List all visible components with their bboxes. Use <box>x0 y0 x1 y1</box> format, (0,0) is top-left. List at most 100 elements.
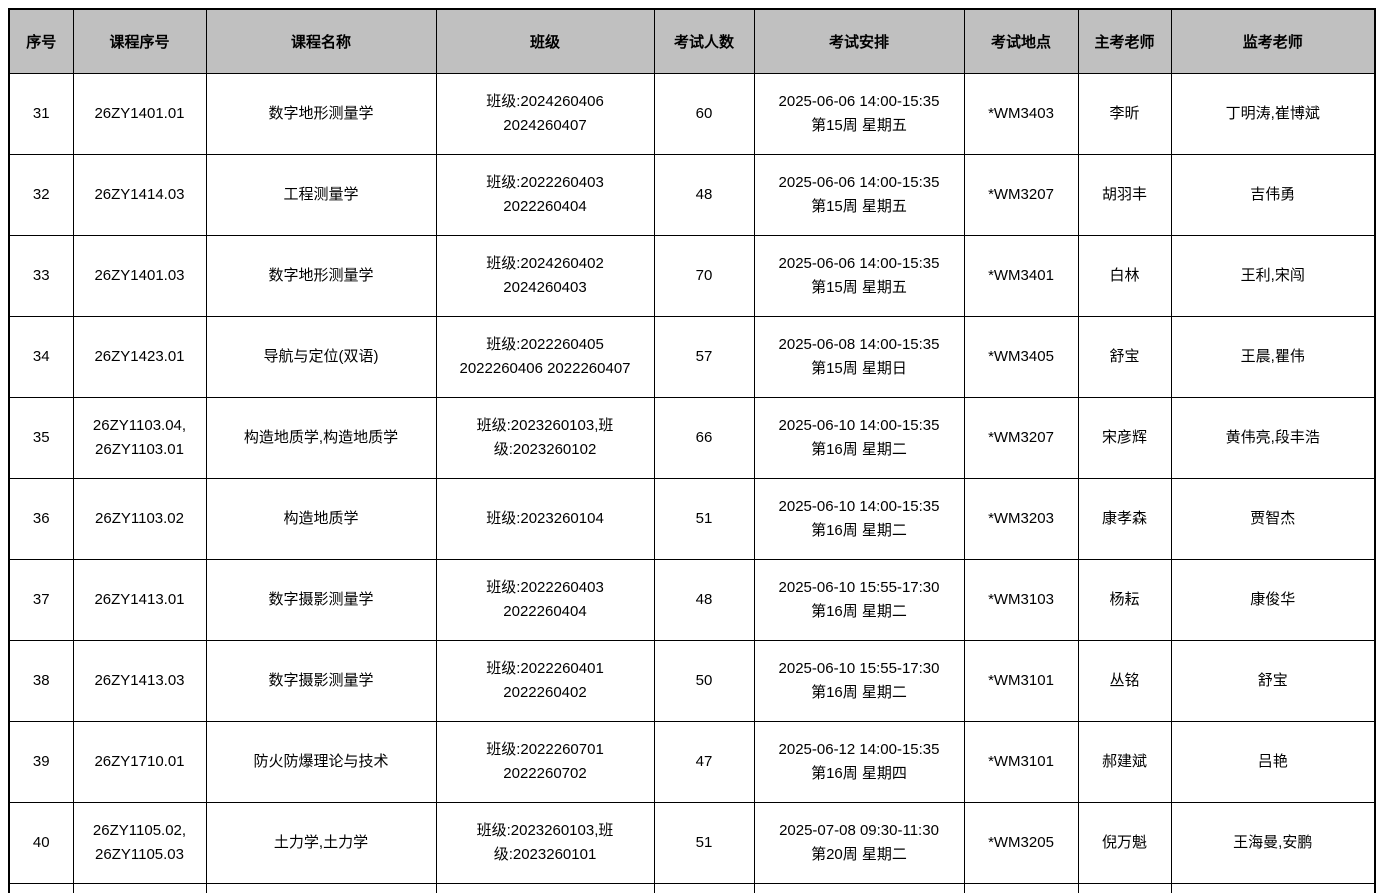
cell-course_name: 工程测量学 <box>205 153 437 236</box>
cell-course_name: 数字地形测量学 <box>205 234 437 317</box>
partial-next-row <box>8 882 1376 893</box>
cell-class: 班级:2023260104 <box>435 477 655 560</box>
cell-schedule: 2025-06-06 14:00-15:35 第15周 星期五 <box>753 72 965 155</box>
cell-course_id: 26ZY1401.03 <box>72 234 207 317</box>
cell-class: 班级:2022260403 2022260404 <box>435 153 655 236</box>
cell-class: 班级:2022260405 2022260406 2022260407 <box>435 315 655 398</box>
cell-schedule: 2025-06-10 14:00-15:35 第16周 星期二 <box>753 396 965 479</box>
cell-course_name: 数字摄影测量学 <box>205 558 437 641</box>
cell-index: 32 <box>8 153 74 236</box>
cell-schedule: 2025-06-10 15:55-17:30 第16周 星期二 <box>753 639 965 722</box>
empty-cell <box>963 882 1079 893</box>
cell-course_name: 数字地形测量学 <box>205 72 437 155</box>
cell-course_id: 26ZY1413.03 <box>72 639 207 722</box>
cell-location: *WM3403 <box>963 72 1079 155</box>
table-row: 34 26ZY1423.01 导航与定位(双语) 班级:2022260405 2022… <box>8 315 1376 398</box>
cell-invigilators: 丁明涛,崔博斌 <box>1170 72 1376 155</box>
cell-index: 35 <box>8 396 74 479</box>
cell-course_id: 26ZY1103.02 <box>72 477 207 560</box>
cell-exam_count: 70 <box>653 234 755 317</box>
cell-chief_examiner: 宋彦辉 <box>1077 396 1172 479</box>
cell-exam_count: 48 <box>653 558 755 641</box>
header-cell-class: 班级 <box>435 8 655 74</box>
cell-course_name: 构造地质学,构造地质学 <box>205 396 437 479</box>
cell-index: 39 <box>8 720 74 803</box>
cell-course_id: 26ZY1401.01 <box>72 72 207 155</box>
cell-location: *WM3401 <box>963 234 1079 317</box>
cell-class: 班级:2022260403 2022260404 <box>435 558 655 641</box>
empty-cell <box>72 882 207 893</box>
cell-chief_examiner: 白林 <box>1077 234 1172 317</box>
table-body: 31 26ZY1401.01 数字地形测量学 班级:2024260406 202426… <box>8 72 1376 893</box>
cell-exam_count: 60 <box>653 72 755 155</box>
cell-schedule: 2025-06-12 14:00-15:35 第16周 星期四 <box>753 720 965 803</box>
cell-course_name: 导航与定位(双语) <box>205 315 437 398</box>
cell-exam_count: 47 <box>653 720 755 803</box>
header-cell-course_id: 课程序号 <box>72 8 207 74</box>
cell-index: 36 <box>8 477 74 560</box>
table-row: 36 26ZY1103.02 构造地质学 班级:2023260104 51 2025-06… <box>8 477 1376 560</box>
cell-chief_examiner: 舒宝 <box>1077 315 1172 398</box>
cell-course_id: 26ZY1105.02, 26ZY1105.03 <box>72 801 207 884</box>
cell-location: *WM3207 <box>963 396 1079 479</box>
cell-location: *WM3207 <box>963 153 1079 236</box>
cell-class: 班级:2024260402 2024260403 <box>435 234 655 317</box>
cell-index: 37 <box>8 558 74 641</box>
cell-chief_examiner: 胡羽丰 <box>1077 153 1172 236</box>
empty-cell <box>653 882 755 893</box>
empty-cell <box>1077 882 1172 893</box>
cell-exam_count: 57 <box>653 315 755 398</box>
header-row: 序号 课程序号 课程名称 班级 考试人数 考试安排 考试地点 主考老师 监考老师 <box>8 8 1376 74</box>
cell-location: *WM3101 <box>963 639 1079 722</box>
cell-location: *WM3405 <box>963 315 1079 398</box>
cell-index: 33 <box>8 234 74 317</box>
cell-chief_examiner: 倪万魁 <box>1077 801 1172 884</box>
exam-schedule-table: 序号 课程序号 课程名称 班级 考试人数 考试安排 考试地点 主考老师 监考老师 31 26ZY1… <box>8 8 1376 893</box>
header-cell-schedule: 考试安排 <box>753 8 965 74</box>
cell-location: *WM3203 <box>963 477 1079 560</box>
cell-location: *WM3205 <box>963 801 1079 884</box>
cell-exam_count: 50 <box>653 639 755 722</box>
cell-chief_examiner: 郝建斌 <box>1077 720 1172 803</box>
cell-course_id: 26ZY1710.01 <box>72 720 207 803</box>
table-row: 39 26ZY1710.01 防火防爆理论与技术 班级:2022260701 2022… <box>8 720 1376 803</box>
cell-schedule: 2025-06-10 15:55-17:30 第16周 星期二 <box>753 558 965 641</box>
table-header: 序号 课程序号 课程名称 班级 考试人数 考试安排 考试地点 主考老师 监考老师 <box>8 8 1376 74</box>
cell-index: 34 <box>8 315 74 398</box>
cell-index: 38 <box>8 639 74 722</box>
cell-course_name: 构造地质学 <box>205 477 437 560</box>
cell-class: 班级:2023260103,班 级:2023260102 <box>435 396 655 479</box>
cell-schedule: 2025-06-06 14:00-15:35 第15周 星期五 <box>753 234 965 317</box>
cell-course_name: 数字摄影测量学 <box>205 639 437 722</box>
cell-location: *WM3101 <box>963 720 1079 803</box>
cell-invigilators: 王利,宋闯 <box>1170 234 1376 317</box>
cell-schedule: 2025-06-06 14:00-15:35 第15周 星期五 <box>753 153 965 236</box>
empty-cell <box>8 882 74 893</box>
cell-chief_examiner: 杨耘 <box>1077 558 1172 641</box>
empty-cell <box>753 882 965 893</box>
cell-class: 班级:2023260103,班 级:2023260101 <box>435 801 655 884</box>
table-row: 37 26ZY1413.01 数字摄影测量学 班级:2022260403 202226… <box>8 558 1376 641</box>
cell-invigilators: 贾智杰 <box>1170 477 1376 560</box>
cell-chief_examiner: 康孝森 <box>1077 477 1172 560</box>
header-cell-exam_count: 考试人数 <box>653 8 755 74</box>
cell-invigilators: 吕艳 <box>1170 720 1376 803</box>
cell-invigilators: 黄伟亮,段丰浩 <box>1170 396 1376 479</box>
cell-index: 31 <box>8 72 74 155</box>
cell-course_name: 土力学,土力学 <box>205 801 437 884</box>
cell-invigilators: 王海曼,安鹏 <box>1170 801 1376 884</box>
cell-course_id: 26ZY1103.04, 26ZY1103.01 <box>72 396 207 479</box>
cell-class: 班级:2022260401 2022260402 <box>435 639 655 722</box>
cell-course_id: 26ZY1413.01 <box>72 558 207 641</box>
cell-invigilators: 康俊华 <box>1170 558 1376 641</box>
cell-exam_count: 51 <box>653 801 755 884</box>
table-row: 40 26ZY1105.02, 26ZY1105.03 土力学,土力学 班级:2023… <box>8 801 1376 884</box>
header-cell-invigilators: 监考老师 <box>1170 8 1376 74</box>
cell-location: *WM3103 <box>963 558 1079 641</box>
header-cell-index: 序号 <box>8 8 74 74</box>
cell-exam_count: 66 <box>653 396 755 479</box>
cell-schedule: 2025-07-08 09:30-11:30 第20周 星期二 <box>753 801 965 884</box>
header-cell-course_name: 课程名称 <box>205 8 437 74</box>
table-row: 31 26ZY1401.01 数字地形测量学 班级:2024260406 202426… <box>8 72 1376 155</box>
